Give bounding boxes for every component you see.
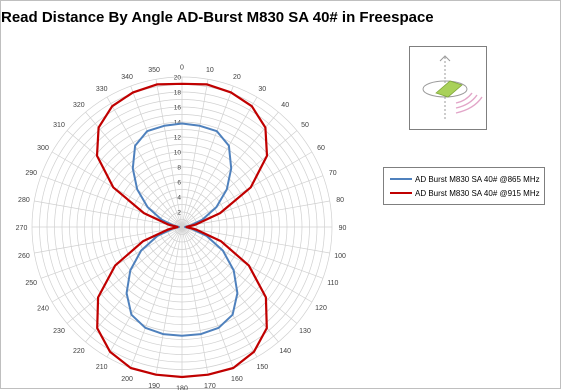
angle-tick-label: 80 (336, 197, 344, 204)
angle-tick-label: 230 (53, 328, 65, 335)
radial-tick-label: 20 (174, 75, 182, 82)
angle-tick-label: 310 (53, 122, 65, 129)
radial-tick-label: 4 (177, 195, 181, 202)
angle-tick-label: 210 (96, 364, 108, 371)
angle-tick-label: 250 (25, 280, 37, 287)
angle-tick-label: 340 (121, 74, 133, 81)
radial-tick-label: 2 (177, 210, 181, 217)
angle-tick-label: 50 (301, 122, 309, 129)
tag-orientation-icon (410, 47, 486, 129)
angle-tick-label: 240 (37, 305, 49, 312)
polar-plot: 0 10 20 30 40 50 60 70 80 90 100 110 120 130 140 150 160… (1, 1, 421, 390)
angle-tick-label: 290 (25, 170, 37, 177)
legend-swatch (390, 178, 412, 180)
angle-tick-label: 20 (233, 74, 241, 81)
radial-tick-label: 8 (177, 165, 181, 172)
angle-tick-label: 160 (231, 376, 243, 383)
angle-tick-label: 60 (317, 145, 325, 152)
legend-label: AD Burst M830 SA 40# @915 MHz (415, 189, 540, 198)
angle-tick-label: 350 (148, 67, 160, 74)
angle-tick-label: 140 (279, 348, 291, 355)
radial-tick-label: 16 (174, 105, 182, 112)
legend-entry: AD Burst M830 SA 40# @915 MHz (390, 187, 540, 199)
radial-tick-label: 18 (174, 90, 182, 97)
angle-tick-label: 30 (258, 86, 266, 93)
angle-tick-label: 200 (121, 376, 133, 383)
angle-tick-label: 330 (96, 86, 108, 93)
legend-entry: AD Burst M830 SA 40# @865 MHz (390, 173, 540, 185)
angle-tick-label: 320 (73, 102, 85, 109)
angle-tick-label: 150 (256, 364, 268, 371)
angle-tick-label: 0 (180, 65, 184, 72)
angle-tick-label: 300 (37, 145, 49, 152)
angle-tick-label: 110 (327, 280, 338, 287)
radial-tick-label: 12 (174, 135, 182, 142)
tag-orientation-thumbnail (409, 46, 487, 130)
angle-tick-label: 90 (339, 225, 347, 232)
angle-tick-label: 10 (206, 67, 214, 74)
angle-tick-label: 260 (18, 253, 30, 260)
angle-tick-label: 180 (176, 386, 188, 390)
legend: AD Burst M830 SA 40# @865 MHz AD Burst M… (383, 167, 545, 205)
angle-tick-label: 40 (281, 102, 289, 109)
angle-tick-label: 270 (16, 225, 28, 232)
radial-tick-label: 10 (174, 150, 182, 157)
radial-tick-label: 6 (177, 180, 181, 187)
angle-tick-label: 100 (334, 253, 346, 260)
angle-tick-label: 220 (73, 348, 85, 355)
angle-tick-label: 280 (18, 197, 30, 204)
angle-tick-label: 70 (329, 170, 337, 177)
legend-swatch (390, 192, 412, 194)
angle-tick-label: 130 (299, 328, 311, 335)
legend-label: AD Burst M830 SA 40# @865 MHz (415, 175, 540, 184)
angle-tick-label: 120 (315, 305, 327, 312)
